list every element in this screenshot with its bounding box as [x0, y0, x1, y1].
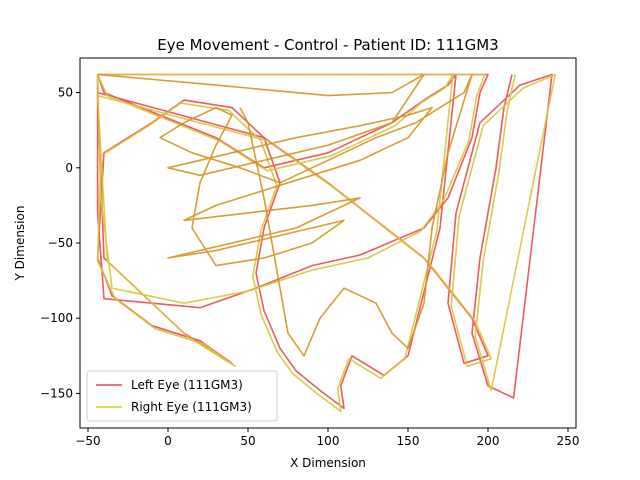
- legend-box: [86, 370, 278, 422]
- x-tick-label: 200: [477, 434, 500, 448]
- x-tick-label: 100: [317, 434, 340, 448]
- y-axis-label: Y Dimension: [13, 206, 27, 282]
- y-tick-label: −50: [48, 236, 73, 250]
- y-axis-ticks: −150 −100 −50 0 50: [40, 86, 80, 400]
- x-tick-label: 150: [397, 434, 420, 448]
- x-tick-label: −50: [75, 434, 100, 448]
- x-tick-label: 50: [240, 434, 255, 448]
- y-tick-label: −150: [40, 386, 73, 400]
- chart-title: Eye Movement - Control - Patient ID: 111…: [157, 36, 498, 54]
- y-tick-label: 0: [65, 161, 73, 175]
- x-axis-ticks: −50 0 50 100 150 200 250: [75, 428, 579, 448]
- y-tick-label: −100: [40, 311, 73, 325]
- legend-label-right-eye: Right Eye (111GM3): [131, 400, 252, 414]
- y-tick-label: 50: [58, 86, 73, 100]
- series-line-0: [96, 73, 553, 410]
- series-line-2: [97, 73, 473, 357]
- x-tick-label: 250: [557, 434, 580, 448]
- legend-label-left-eye: Left Eye (111GM3): [131, 378, 243, 392]
- x-axis-label: X Dimension: [290, 456, 366, 470]
- legend: Left Eye (111GM3) Right Eye (111GM3): [86, 370, 278, 422]
- series-layer: [96, 73, 557, 413]
- series-line-1: [96, 73, 557, 413]
- x-tick-label: 0: [164, 434, 172, 448]
